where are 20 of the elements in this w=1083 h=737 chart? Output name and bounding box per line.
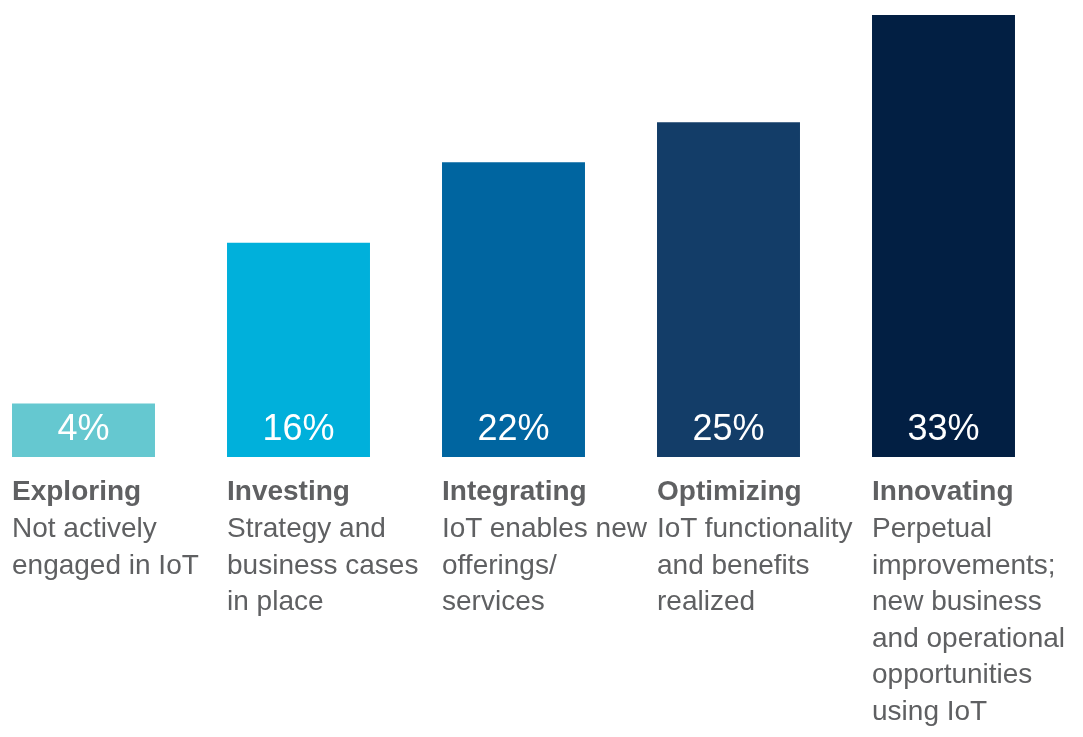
x-tick-label: Innovating bbox=[872, 475, 1014, 506]
text: IoT functionality and benefits realized bbox=[657, 512, 853, 616]
x-tick-label: Investing bbox=[227, 475, 350, 506]
text: IoT enables new offerings/ services bbox=[442, 512, 648, 616]
bar bbox=[657, 122, 800, 457]
bar bbox=[227, 242, 370, 457]
data-label: 33% bbox=[907, 406, 980, 448]
data-label: 25% bbox=[692, 406, 765, 448]
data-label: 4% bbox=[57, 406, 110, 448]
text: Perpetual improvements; new business and operational opportunities using IoT bbox=[872, 512, 1066, 726]
data-label: 22% bbox=[477, 406, 550, 448]
bar bbox=[12, 403, 155, 457]
text: Not actively engaged in IoT bbox=[12, 512, 199, 580]
x-tick-label: Exploring bbox=[12, 475, 142, 506]
bar bbox=[442, 162, 585, 457]
text: Strategy and business cases in place bbox=[227, 512, 419, 616]
data-label: 16% bbox=[262, 406, 335, 448]
bar bbox=[872, 15, 1015, 457]
x-tick-label: Optimizing bbox=[657, 475, 802, 506]
x-tick-label: Integrating bbox=[442, 475, 587, 506]
